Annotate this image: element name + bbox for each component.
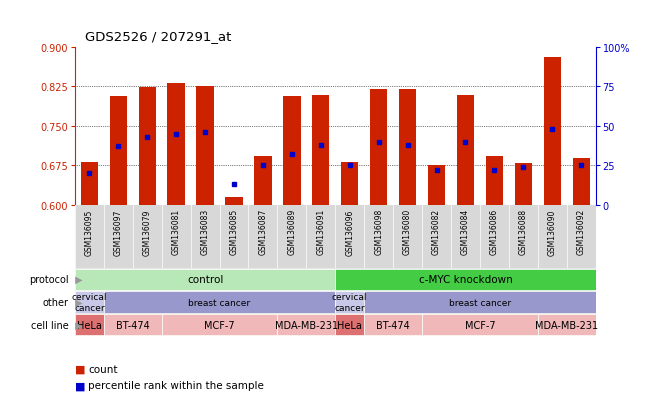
Text: GSM136095: GSM136095	[85, 209, 94, 255]
Bar	[225, 197, 243, 206]
Text: GSM136081: GSM136081	[172, 209, 180, 255]
Text: HeLa: HeLa	[77, 320, 102, 330]
Text: GSM136088: GSM136088	[519, 209, 528, 255]
Text: BT-474: BT-474	[376, 320, 410, 330]
Bar	[75, 269, 335, 290]
Text: other: other	[42, 297, 68, 307]
Bar	[167, 83, 185, 206]
Bar	[104, 315, 161, 336]
Text: count: count	[88, 364, 117, 374]
Text: breast cancer: breast cancer	[449, 298, 511, 307]
Bar	[341, 162, 359, 206]
Text: GSM136090: GSM136090	[547, 209, 557, 255]
Text: cervical
cancer: cervical cancer	[332, 292, 367, 312]
Bar	[364, 292, 596, 313]
Text: GSM136098: GSM136098	[374, 209, 383, 255]
Bar	[161, 315, 277, 336]
Text: BT-474: BT-474	[116, 320, 150, 330]
Bar	[104, 292, 335, 313]
Bar	[572, 158, 590, 206]
Bar	[515, 164, 532, 206]
Text: GSM136097: GSM136097	[114, 209, 123, 255]
Text: control: control	[187, 274, 223, 285]
Text: MDA-MB-231: MDA-MB-231	[275, 320, 338, 330]
Bar	[75, 315, 104, 336]
Text: ▶: ▶	[72, 297, 82, 307]
Bar	[109, 97, 127, 206]
Text: c-MYC knockdown: c-MYC knockdown	[419, 274, 512, 285]
Bar	[335, 292, 364, 313]
Bar	[312, 96, 329, 206]
Bar	[335, 315, 364, 336]
Bar	[197, 87, 214, 206]
Bar	[364, 315, 422, 336]
Bar	[428, 166, 445, 206]
Text: cervical
cancer: cervical cancer	[72, 292, 107, 312]
Text: GSM136086: GSM136086	[490, 209, 499, 255]
Text: MDA-MB-231: MDA-MB-231	[535, 320, 598, 330]
Text: GSM136092: GSM136092	[577, 209, 586, 255]
Text: ■: ■	[75, 380, 85, 390]
Bar	[544, 58, 561, 206]
Bar	[75, 292, 104, 313]
Bar	[139, 88, 156, 206]
Text: MCF-7: MCF-7	[465, 320, 495, 330]
Text: ▶: ▶	[72, 274, 82, 285]
Bar	[277, 315, 335, 336]
Text: GSM136083: GSM136083	[201, 209, 210, 255]
Text: GSM136087: GSM136087	[258, 209, 268, 255]
Bar	[538, 315, 596, 336]
Text: MCF-7: MCF-7	[204, 320, 235, 330]
Bar	[486, 157, 503, 206]
Text: ▶: ▶	[72, 320, 82, 330]
Bar	[335, 269, 596, 290]
Bar	[422, 315, 538, 336]
Text: ■: ■	[75, 364, 85, 374]
Bar	[81, 162, 98, 206]
Text: GSM136082: GSM136082	[432, 209, 441, 255]
Text: percentile rank within the sample: percentile rank within the sample	[88, 380, 264, 390]
Bar	[399, 90, 416, 206]
Text: GSM136096: GSM136096	[345, 209, 354, 255]
Text: GSM136079: GSM136079	[143, 209, 152, 255]
Text: cell line: cell line	[31, 320, 68, 330]
Bar	[370, 90, 387, 206]
Text: breast cancer: breast cancer	[189, 298, 251, 307]
Text: GSM136089: GSM136089	[287, 209, 296, 255]
Bar	[283, 97, 301, 206]
Bar	[255, 157, 271, 206]
Text: GSM136080: GSM136080	[403, 209, 412, 255]
Text: protocol: protocol	[29, 274, 68, 285]
Text: GSM136084: GSM136084	[461, 209, 470, 255]
Bar	[457, 96, 474, 206]
Text: GDS2526 / 207291_at: GDS2526 / 207291_at	[85, 31, 231, 43]
Text: GSM136085: GSM136085	[230, 209, 238, 255]
Text: GSM136091: GSM136091	[316, 209, 326, 255]
Text: HeLa: HeLa	[337, 320, 362, 330]
